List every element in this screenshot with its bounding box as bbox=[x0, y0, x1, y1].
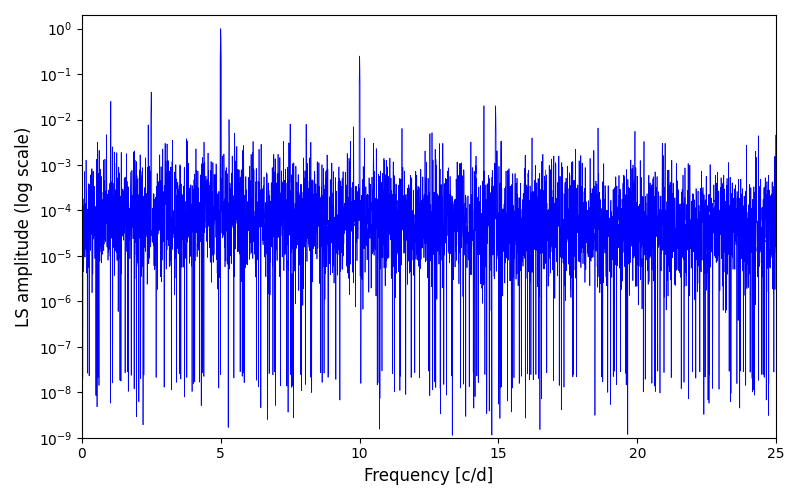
Y-axis label: LS amplitude (log scale): LS amplitude (log scale) bbox=[15, 126, 33, 326]
X-axis label: Frequency [c/d]: Frequency [c/d] bbox=[364, 467, 494, 485]
